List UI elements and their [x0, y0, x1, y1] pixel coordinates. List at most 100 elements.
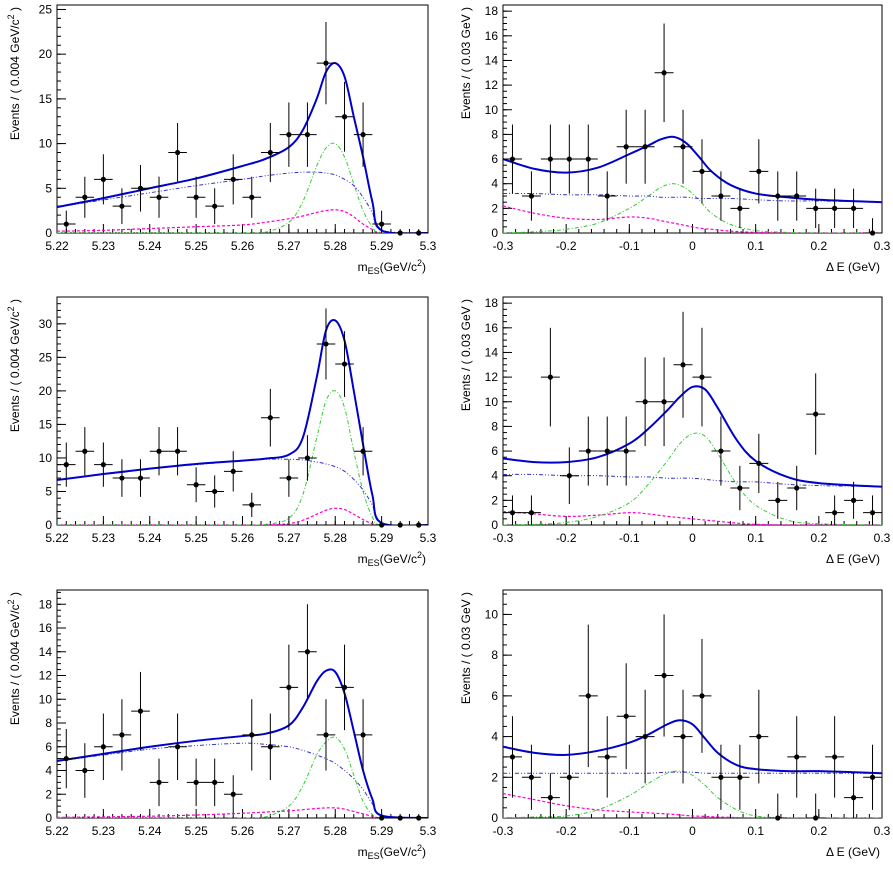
data-marker	[718, 448, 724, 454]
data-point	[749, 433, 769, 493]
data-point	[353, 699, 373, 771]
y-tick-label: 0	[491, 811, 498, 825]
data-point	[279, 102, 299, 167]
x-tick-label: 5.28	[324, 824, 348, 838]
data-marker	[850, 795, 857, 801]
data-marker	[360, 132, 366, 138]
x-tick-label: 0.3	[874, 824, 891, 838]
data-marker	[850, 205, 857, 211]
data-point	[57, 728, 76, 789]
y-tick-label: 0	[491, 518, 498, 532]
data-point	[409, 230, 428, 236]
data-marker	[832, 754, 838, 760]
data-marker	[212, 488, 218, 495]
signal-curve	[57, 142, 428, 233]
data-point	[806, 373, 826, 455]
data-marker	[249, 732, 255, 738]
data-point	[730, 465, 750, 511]
data-marker	[267, 149, 273, 156]
data-marker	[156, 779, 162, 785]
data-point	[503, 716, 522, 798]
y-tick-label: 18	[485, 4, 499, 18]
data-marker	[623, 448, 629, 454]
data-point	[654, 614, 674, 737]
data-marker	[82, 448, 88, 454]
data-marker	[547, 156, 553, 162]
data-point	[168, 123, 187, 183]
data-marker	[230, 468, 236, 474]
y-axis-label: Events / ( 0.03 GeV )	[459, 7, 473, 119]
data-marker	[397, 230, 403, 236]
data-point	[335, 644, 354, 731]
x-tick-label: 5.28	[324, 531, 348, 545]
peaking-background-curve	[57, 807, 428, 818]
data-point	[57, 442, 76, 487]
data-point	[540, 124, 560, 194]
data-point	[186, 176, 206, 218]
signal-curve	[503, 183, 882, 233]
data-point	[261, 123, 280, 183]
data-marker	[137, 185, 144, 191]
data-marker	[813, 411, 819, 417]
y-axis-label: Events / ( 0.004 GeV/c2 )	[6, 7, 22, 140]
data-marker	[156, 194, 162, 200]
data-point	[279, 459, 299, 497]
data-point	[149, 758, 169, 807]
y-tick-label: 10	[39, 692, 53, 706]
x-tick-label: 5.27	[277, 239, 301, 253]
data-point	[578, 124, 598, 194]
data-marker	[100, 462, 106, 468]
y-tick-label: 0	[45, 226, 52, 240]
data-marker	[193, 779, 199, 785]
peaking-background-curve	[503, 205, 882, 233]
data-marker	[661, 672, 667, 679]
y-tick-label: 2	[491, 493, 498, 507]
data-point	[521, 744, 541, 810]
data-point	[730, 188, 750, 229]
data-marker	[642, 144, 648, 150]
data-point	[806, 793, 826, 821]
y-tick-label: 10	[39, 137, 53, 151]
x-axis-label: Δ E (GeV)	[826, 260, 880, 274]
x-tick-label: 0.2	[810, 531, 827, 545]
data-point	[131, 459, 150, 497]
data-point	[298, 604, 317, 700]
data-point	[205, 475, 224, 508]
data-point	[112, 459, 132, 497]
data-marker	[869, 774, 876, 780]
y-tick-label: 8	[45, 716, 52, 730]
data-marker	[137, 475, 144, 481]
data-point	[825, 495, 845, 525]
data-marker	[718, 193, 724, 199]
data-marker	[193, 194, 199, 200]
data-point	[616, 663, 636, 770]
data-marker	[756, 460, 762, 466]
x-tick-label: 5.28	[324, 239, 348, 253]
data-point	[353, 102, 373, 167]
y-tick-label: 14	[485, 53, 499, 67]
data-marker	[528, 510, 535, 516]
data-marker	[623, 144, 629, 150]
data-point	[131, 165, 150, 212]
data-marker	[832, 205, 838, 211]
data-marker	[661, 70, 667, 76]
y-tick-label: 16	[39, 621, 53, 635]
signal-curve	[57, 390, 428, 525]
data-point	[616, 109, 636, 184]
x-tick-label: 5.29	[370, 531, 394, 545]
data-marker	[360, 732, 366, 738]
data-marker	[379, 815, 385, 821]
y-axis-label: Events / ( 0.004 GeV/c2 )	[6, 299, 22, 432]
background-curve	[503, 771, 882, 774]
data-marker	[756, 733, 762, 740]
x-tick-label: 5.3	[420, 531, 437, 545]
data-point	[711, 744, 731, 810]
data-point	[635, 109, 655, 184]
x-tick-label: 5.23	[92, 824, 116, 838]
y-tick-label: 2	[491, 201, 498, 215]
data-marker	[737, 205, 743, 211]
data-marker	[286, 132, 292, 138]
data-marker	[680, 733, 686, 740]
data-point	[673, 109, 693, 184]
